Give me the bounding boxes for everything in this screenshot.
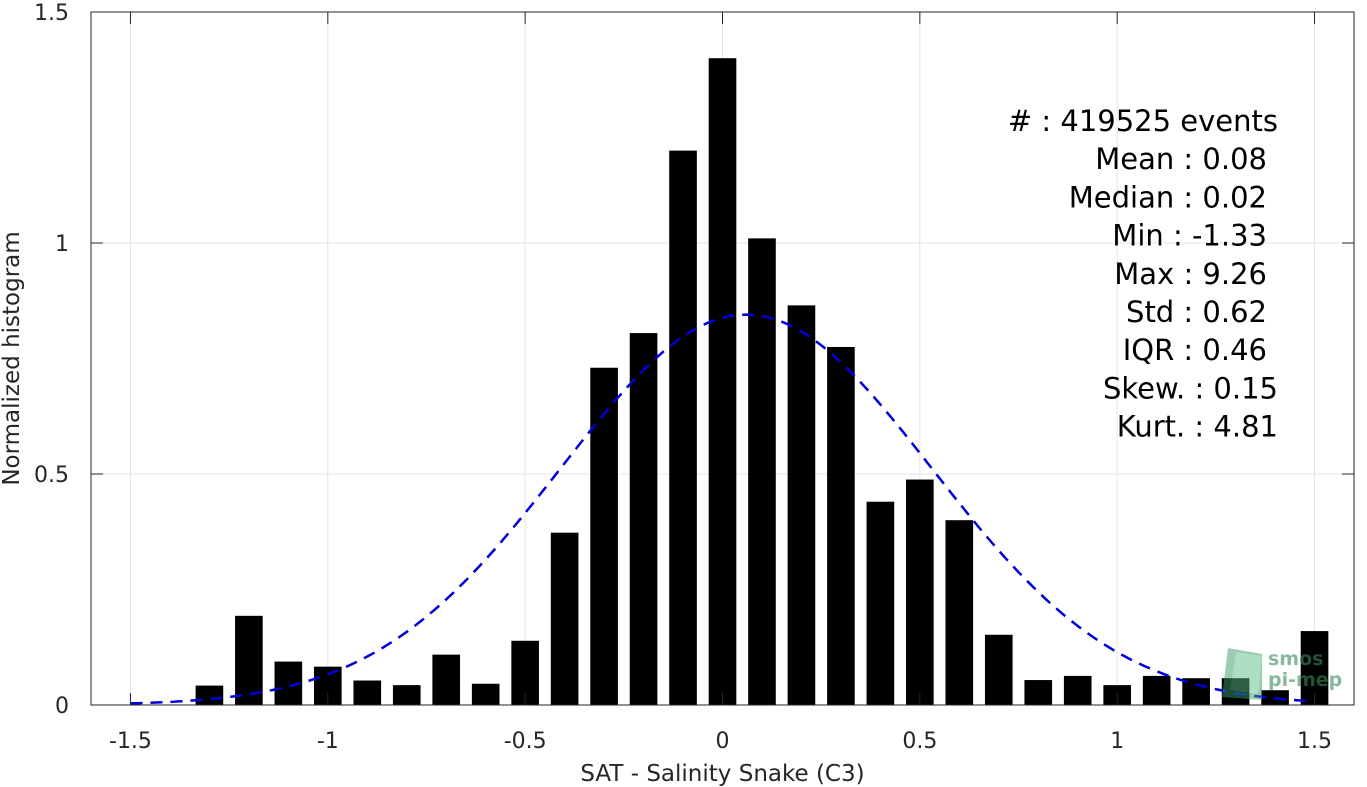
histogram-bar (1024, 680, 1053, 705)
stat-line: IQR : 0.46 (1123, 333, 1267, 367)
y-tick-label: 1.5 (34, 1, 69, 26)
stat-line: Median : 0.02 (1069, 180, 1267, 214)
histogram-bar (984, 634, 1013, 705)
stat-line: Skew. : 0.15 (1103, 371, 1278, 405)
x-tick-label: 1.5 (1297, 729, 1332, 754)
x-tick-label: 0 (716, 729, 730, 754)
x-tick-label: -1 (317, 729, 339, 754)
histogram-bar (392, 685, 421, 705)
histogram-bar (1300, 631, 1329, 705)
smos-pi-mep-logo: smos pi-mep (1222, 648, 1342, 700)
histogram-bar (235, 615, 263, 705)
x-tick-label: 0.5 (902, 729, 937, 754)
histogram-bar (748, 238, 776, 705)
histogram-bar (669, 150, 697, 706)
stat-line: Min : -1.33 (1112, 219, 1267, 253)
histogram-bar (353, 680, 382, 705)
stat-line: Max : 9.26 (1114, 257, 1267, 291)
histogram-bar (590, 367, 618, 705)
x-axis-label: SAT - Salinity Snake (C3) (580, 761, 864, 787)
histogram-bars (195, 58, 1329, 706)
histogram-bar (945, 520, 974, 705)
x-tick-label: 1 (1110, 729, 1124, 754)
histogram-bar (866, 501, 895, 705)
axis-ticks (91, 11, 1354, 706)
histogram-bar (1142, 675, 1171, 705)
histogram-bar (432, 654, 461, 705)
stat-line: # : 419525 events (1008, 104, 1278, 138)
histogram-bar (1063, 675, 1092, 705)
stat-line: Mean : 0.08 (1095, 142, 1267, 176)
stat-line: Std : 0.62 (1126, 295, 1267, 329)
histogram-bar (471, 683, 500, 705)
y-tick-label: 0.5 (34, 463, 69, 488)
histogram-bar (708, 58, 737, 705)
x-tick-label: -0.5 (504, 729, 547, 754)
x-tick-labels: -1.5 -1 -0.5 0 0.5 1 1.5 (109, 729, 1332, 754)
histogram-bar (827, 346, 855, 705)
x-tick-label: -1.5 (109, 729, 152, 754)
histogram-bar (195, 685, 224, 705)
histogram-bar (629, 333, 658, 705)
logo-line1: smos (1268, 648, 1323, 670)
histogram-bar (787, 305, 816, 705)
histogram-bar (550, 532, 579, 705)
histogram-bar (906, 479, 934, 705)
logo-icon (1222, 648, 1262, 700)
y-tick-labels: 0 0.5 1 1.5 (34, 1, 69, 719)
y-tick-label: 0 (55, 694, 69, 719)
y-axis-label: Normalized histogram (0, 231, 25, 485)
normal-fit-curve (130, 313, 1315, 705)
statistics-box: # : 419525 events Mean : 0.08 Median : 0.0… (1008, 104, 1278, 444)
stat-line: Kurt. : 4.81 (1117, 410, 1278, 444)
y-tick-label: 1 (55, 232, 69, 257)
logo-line2: pi-mep (1268, 669, 1342, 691)
